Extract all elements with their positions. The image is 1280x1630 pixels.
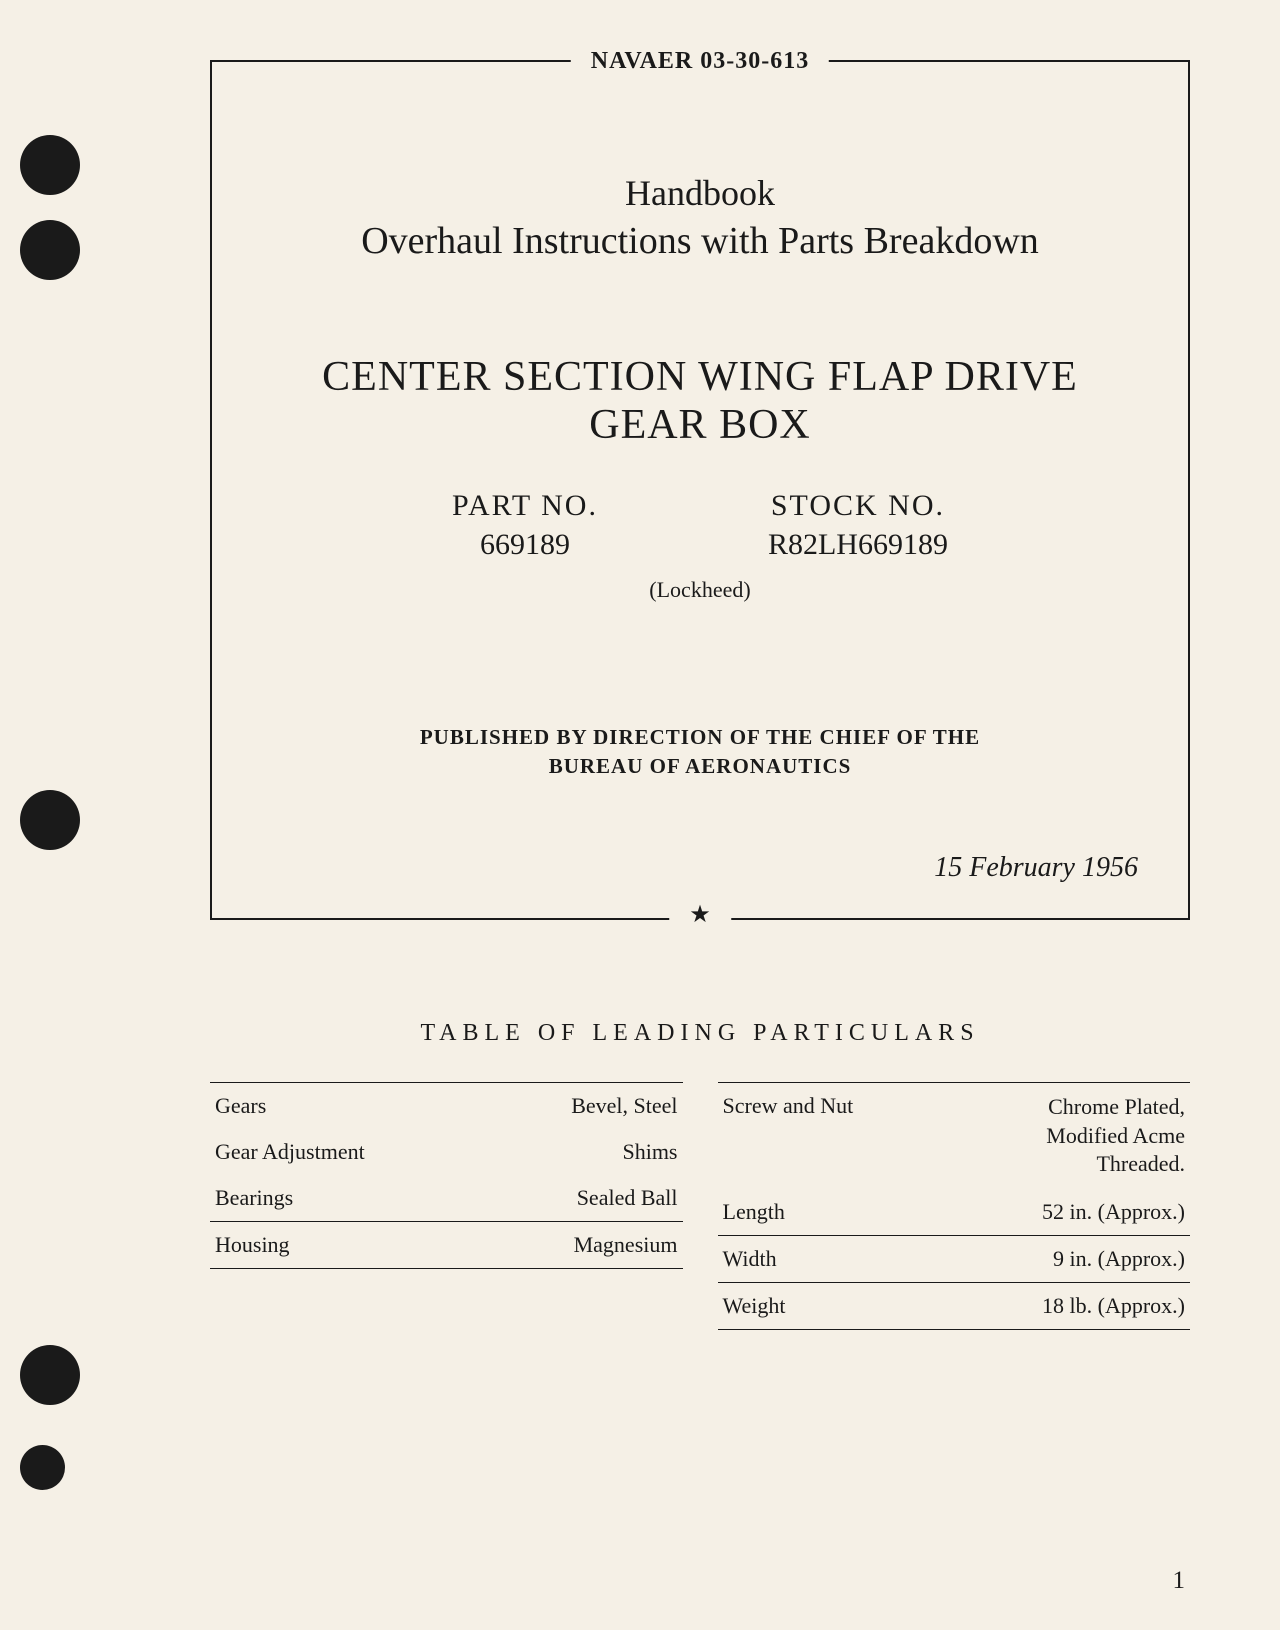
table-row: Gear Adjustment Shims <box>210 1129 683 1175</box>
table-row: Housing Magnesium <box>210 1222 683 1268</box>
punch-hole <box>20 220 80 280</box>
table-row: Weight 18 lb. (Approx.) <box>718 1283 1191 1329</box>
stock-column: STOCK NO. R82LH669189 <box>768 489 948 562</box>
stock-value: R82LH669189 <box>768 528 948 562</box>
main-title-line1: CENTER SECTION WING FLAP DRIVE <box>247 353 1153 401</box>
row-label: Screw and Nut <box>723 1093 854 1119</box>
punch-hole <box>20 1345 80 1405</box>
table-left-column: Gears Bevel, Steel Gear Adjustment Shims… <box>210 1082 683 1330</box>
document-page: NAVAER 03-30-613 Handbook Overhaul Instr… <box>0 0 1280 1630</box>
row-label: Gear Adjustment <box>215 1139 365 1165</box>
punch-hole <box>20 1445 65 1490</box>
row-value: Shims <box>622 1139 677 1165</box>
punch-hole <box>20 135 80 195</box>
row-label: Housing <box>215 1232 290 1258</box>
row-value: 18 lb. (Approx.) <box>1042 1293 1185 1319</box>
published-line1: PUBLISHED BY DIRECTION OF THE CHIEF OF T… <box>420 725 980 749</box>
manufacturer: (Lockheed) <box>247 577 1153 603</box>
stock-label: STOCK NO. <box>768 489 948 523</box>
row-value: 52 in. (Approx.) <box>1042 1199 1185 1225</box>
part-column: PART NO. 669189 <box>452 489 598 562</box>
star-icon: ★ <box>669 900 731 929</box>
row-value: 9 in. (Approx.) <box>1053 1246 1185 1272</box>
row-value: Chrome Plated, Modified Acme Threaded. <box>1046 1093 1185 1179</box>
row-value: Magnesium <box>574 1232 678 1258</box>
table-row: Length 52 in. (Approx.) <box>718 1189 1191 1235</box>
part-value: 669189 <box>452 528 598 562</box>
part-stock-row: PART NO. 669189 STOCK NO. R82LH669189 <box>247 489 1153 562</box>
title-frame: NAVAER 03-30-613 Handbook Overhaul Instr… <box>210 60 1190 920</box>
row-label: Bearings <box>215 1185 293 1211</box>
row-label: Length <box>723 1199 785 1225</box>
row-label: Gears <box>215 1093 266 1119</box>
main-title-line2: GEAR BOX <box>247 401 1153 449</box>
table-title: TABLE OF LEADING PARTICULARS <box>210 1020 1190 1047</box>
document-number: NAVAER 03-30-613 <box>571 48 829 75</box>
table-row: Width 9 in. (Approx.) <box>718 1236 1191 1282</box>
table-columns: Gears Bevel, Steel Gear Adjustment Shims… <box>210 1082 1190 1330</box>
part-label: PART NO. <box>452 489 598 523</box>
row-label: Width <box>723 1246 777 1272</box>
particulars-table: TABLE OF LEADING PARTICULARS Gears Bevel… <box>210 1020 1190 1330</box>
page-number: 1 <box>1173 1567 1186 1595</box>
handbook-label: Handbook <box>247 172 1153 214</box>
published-line2: BUREAU OF AERONAUTICS <box>549 754 852 778</box>
table-rule <box>210 1268 683 1269</box>
table-rule <box>718 1329 1191 1330</box>
row-value: Sealed Ball <box>577 1185 678 1211</box>
published-by: PUBLISHED BY DIRECTION OF THE CHIEF OF T… <box>247 723 1153 782</box>
row-label: Weight <box>723 1293 786 1319</box>
table-right-column: Screw and Nut Chrome Plated, Modified Ac… <box>718 1082 1191 1330</box>
row-value: Bevel, Steel <box>571 1093 677 1119</box>
subtitle: Overhaul Instructions with Parts Breakdo… <box>247 219 1153 263</box>
table-row: Bearings Sealed Ball <box>210 1175 683 1221</box>
publication-date: 15 February 1956 <box>247 852 1153 884</box>
table-row: Gears Bevel, Steel <box>210 1083 683 1129</box>
punch-hole <box>20 790 80 850</box>
table-row: Screw and Nut Chrome Plated, Modified Ac… <box>718 1083 1191 1189</box>
